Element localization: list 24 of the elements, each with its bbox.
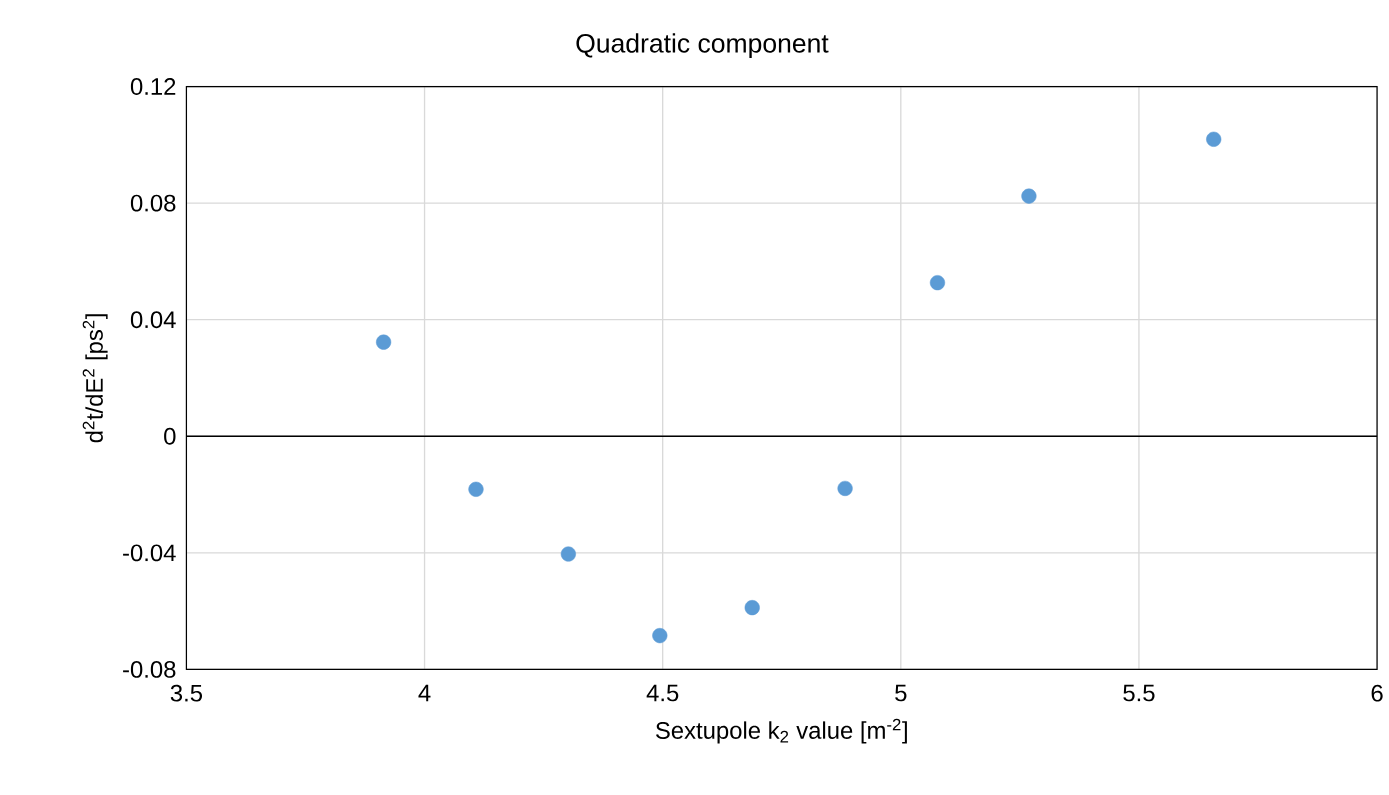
- y-tick-label: 0.04: [130, 311, 176, 329]
- x-tick-label: 6: [1371, 684, 1383, 702]
- y-axis-title: d$^{2}$t/dE$^{2}$ [ps$^{2}$]: [82, 314, 108, 443]
- point: [376, 334, 392, 350]
- x-tick-label: 5.5: [1123, 684, 1155, 702]
- point: [929, 275, 946, 291]
- point: [744, 600, 760, 616]
- point: [837, 480, 853, 497]
- x-tick-label: 4.5: [646, 684, 679, 702]
- point: [1206, 131, 1222, 147]
- y-tick-label: 0: [164, 427, 176, 445]
- x-axis-title: Sextupole k$_{2}$ value [m$^{-2}$]: [655, 718, 907, 744]
- point: [652, 628, 668, 644]
- y-tick-label: -0.04: [123, 544, 176, 562]
- x-tick-label: 5: [895, 684, 907, 702]
- y-tick-label: 0.08: [130, 194, 176, 212]
- point: [560, 546, 576, 562]
- point: [468, 481, 484, 497]
- chart-title: Quadratic component: [576, 33, 829, 59]
- x-tick-label: 3.5: [170, 684, 203, 702]
- x-tick-label: 4: [418, 684, 431, 702]
- y-tick-label: -0.08: [123, 661, 176, 678]
- point: [1021, 188, 1037, 204]
- y-tick-label: 0.12: [130, 78, 176, 96]
